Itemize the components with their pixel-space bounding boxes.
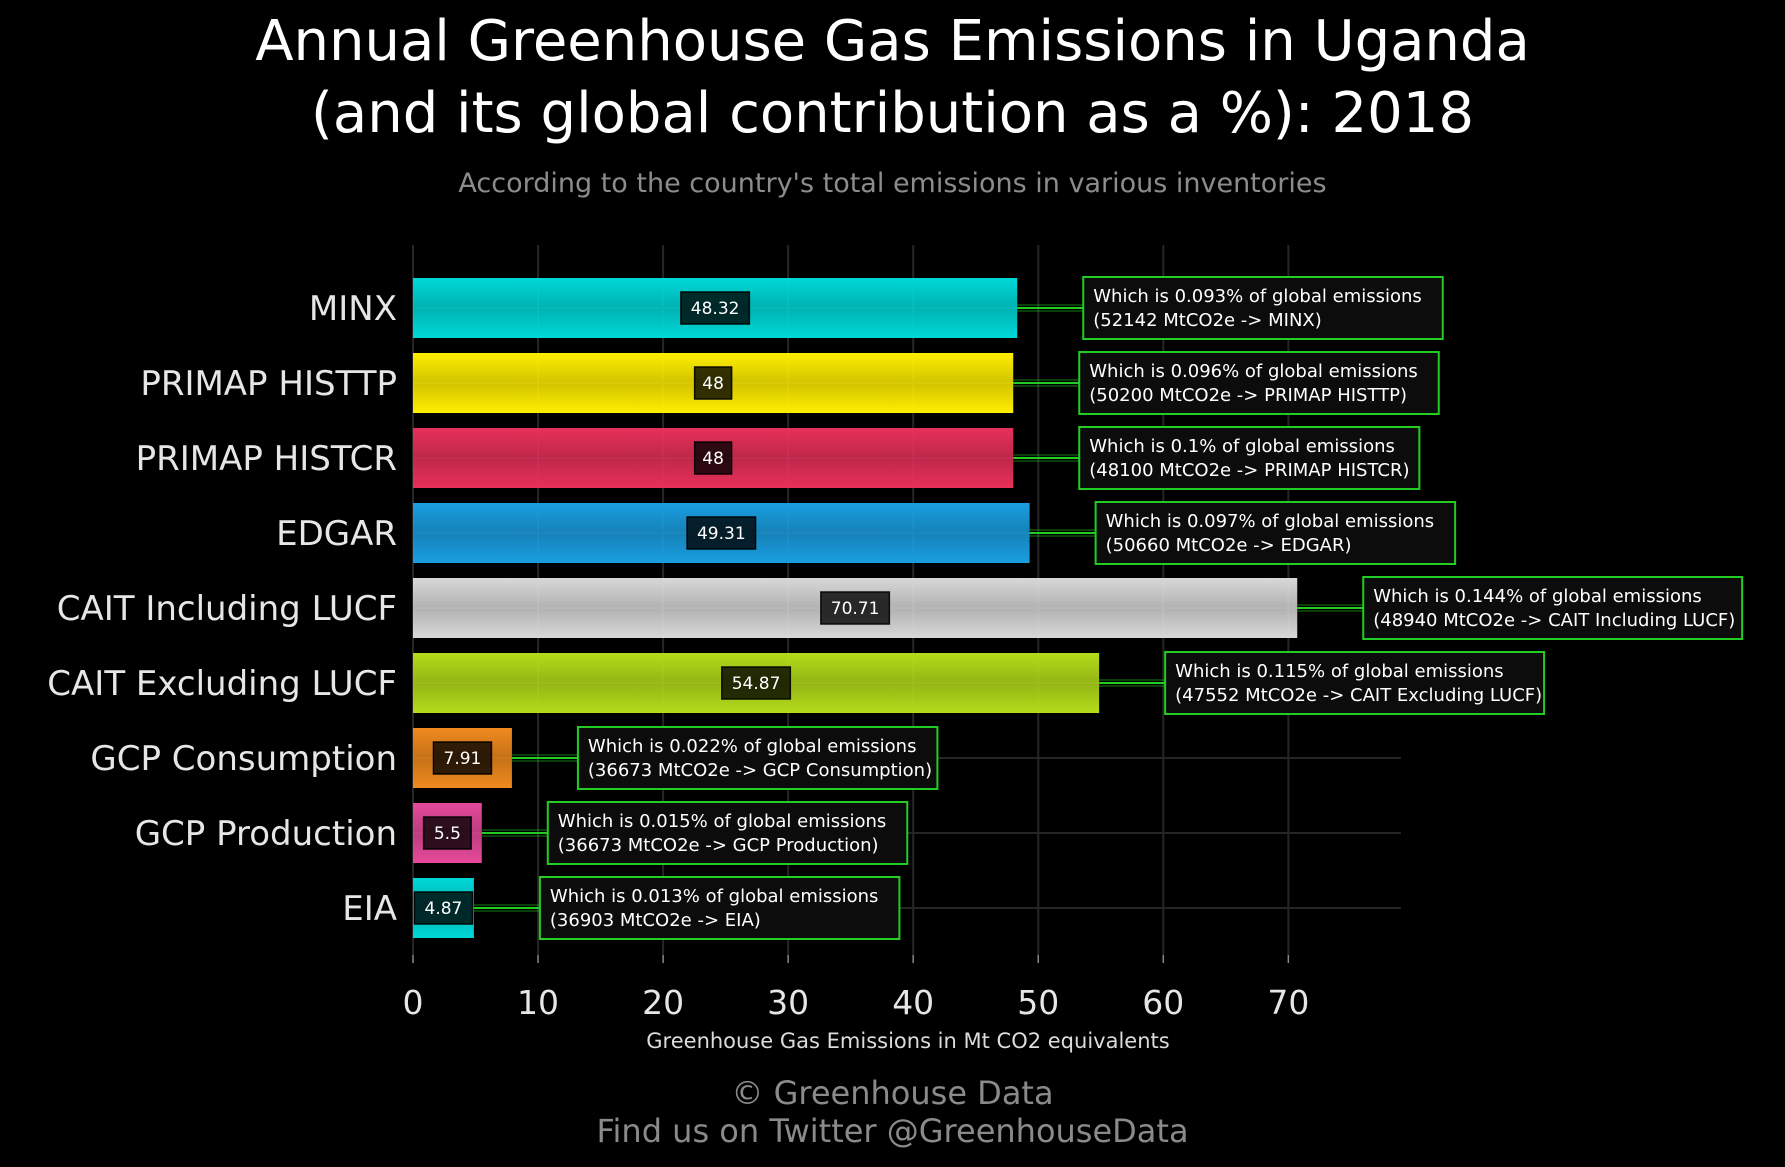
value-label: 48.32 xyxy=(691,299,740,319)
annotation-box xyxy=(1078,426,1421,490)
category-label: MINX xyxy=(309,289,397,329)
annotation-line-1: Which is 0.022% of global emissions xyxy=(588,736,917,757)
x-tick-label: 50 xyxy=(1017,983,1059,1022)
value-label-box xyxy=(680,291,751,325)
x-tick-label: 0 xyxy=(403,983,424,1022)
category-label: CAIT Including LUCF xyxy=(57,589,397,629)
x-tick-label: 20 xyxy=(642,983,684,1022)
value-label-box xyxy=(820,591,891,625)
value-label-box xyxy=(721,666,792,700)
category-label: GCP Consumption xyxy=(90,739,397,779)
value-label: 48 xyxy=(702,374,724,394)
value-label: 5.5 xyxy=(434,824,461,844)
annotation-line-1: Which is 0.096% of global emissions xyxy=(1089,361,1418,382)
value-label: 7.91 xyxy=(444,749,482,769)
value-label: 49.31 xyxy=(697,524,746,544)
x-tick-label: 30 xyxy=(767,983,809,1022)
category-label: GCP Production xyxy=(135,814,397,854)
annotation-box xyxy=(1362,576,1744,640)
x-axis-label: Greenhouse Gas Emissions in Mt CO2 equiv… xyxy=(646,1029,1169,1053)
chart-title-line-2: (and its global contribution as a %): 20… xyxy=(311,81,1474,146)
footer-copyright: © Greenhouse Data xyxy=(731,1074,1054,1112)
annotation-line-1: Which is 0.013% of global emissions xyxy=(550,886,879,907)
value-label-box xyxy=(432,741,493,775)
annotation-line-1: Which is 0.1% of global emissions xyxy=(1089,436,1395,457)
annotation-box xyxy=(576,726,939,790)
annotation-line-1: Which is 0.015% of global emissions xyxy=(558,811,887,832)
annotation-line-1: Which is 0.144% of global emissions xyxy=(1373,586,1702,607)
annotation-line-1: Which is 0.115% of global emissions xyxy=(1175,661,1504,682)
annotation-box xyxy=(1082,276,1444,340)
annotation-line-2: (52142 MtCO2e -> MINX) xyxy=(1093,310,1322,331)
annotation-line-1: Which is 0.097% of global emissions xyxy=(1106,511,1435,532)
annotation-line-2: (36903 MtCO2e -> EIA) xyxy=(550,910,761,931)
category-label: EIA xyxy=(342,889,397,929)
value-label: 48 xyxy=(702,449,724,469)
x-tick-label: 60 xyxy=(1142,983,1184,1022)
category-label: CAIT Excluding LUCF xyxy=(47,664,397,704)
value-label-box xyxy=(693,366,733,400)
annotation-box xyxy=(546,801,909,865)
category-label: PRIMAP HISTTP xyxy=(140,364,397,404)
annotation-line-1: Which is 0.093% of global emissions xyxy=(1093,286,1422,307)
annotation-line-2: (50660 MtCO2e -> EDGAR) xyxy=(1106,535,1352,556)
x-tick-label: 70 xyxy=(1267,983,1309,1022)
annotation-line-2: (48940 MtCO2e -> CAIT Including LUCF) xyxy=(1373,610,1735,631)
annotation-line-2: (36673 MtCO2e -> GCP Consumption) xyxy=(588,760,932,781)
chart-title: Annual Greenhouse Gas Emissions in Ugand… xyxy=(0,6,1785,150)
x-tick-label: 40 xyxy=(892,983,934,1022)
annotation-line-2: (36673 MtCO2e -> GCP Production) xyxy=(558,835,879,856)
value-label-box xyxy=(422,816,472,850)
category-label: PRIMAP HISTCR xyxy=(136,439,397,479)
annotation-box xyxy=(1078,351,1440,415)
value-label-box xyxy=(413,891,474,925)
annotation-line-2: (50200 MtCO2e -> PRIMAP HISTTP) xyxy=(1089,385,1407,406)
annotation-line-2: (48100 MtCO2e -> PRIMAP HISTCR) xyxy=(1089,460,1409,481)
annotation-box xyxy=(538,876,901,940)
chart-title-line-1: Annual Greenhouse Gas Emissions in Ugand… xyxy=(255,9,1530,74)
x-tick-label: 10 xyxy=(517,983,559,1022)
value-label-box xyxy=(693,441,733,475)
category-label: EDGAR xyxy=(276,514,397,554)
value-label: 70.71 xyxy=(831,599,880,619)
value-label-box xyxy=(686,516,757,550)
value-label: 4.87 xyxy=(425,899,463,919)
footer-twitter: Find us on Twitter @GreenhouseData xyxy=(596,1112,1189,1150)
annotation-box xyxy=(1164,651,1546,715)
chart-subtitle: According to the country's total emissio… xyxy=(458,168,1327,199)
value-label: 54.87 xyxy=(732,674,781,694)
annotation-box xyxy=(1094,501,1457,565)
annotation-line-2: (47552 MtCO2e -> CAIT Excluding LUCF) xyxy=(1175,685,1542,706)
